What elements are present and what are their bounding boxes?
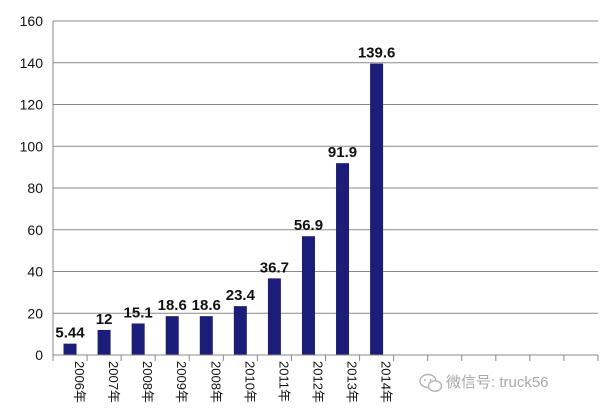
x-category-label: 2011年 (276, 361, 291, 402)
watermark: 微信号: truck56 (419, 373, 549, 392)
y-tick-label: 60 (27, 222, 43, 238)
x-category-label: 2010年 (242, 361, 257, 403)
data-label: 23.4 (226, 287, 256, 304)
data-label: 56.9 (294, 217, 323, 234)
data-label: 91.9 (328, 144, 357, 161)
bar (97, 329, 111, 355)
data-label: 15.1 (124, 304, 153, 321)
bar (233, 306, 247, 355)
data-label: 12 (96, 311, 113, 328)
data-label: 18.6 (158, 297, 187, 314)
watermark-text: 微信号: truck56 (446, 374, 549, 391)
x-category-label: 2007年 (106, 361, 121, 403)
bar (63, 343, 77, 355)
bar (165, 316, 179, 355)
y-axis-ticks: 0 20 40 60 80 100 120 140 160 (20, 13, 44, 363)
wechat-icon (419, 373, 443, 392)
data-label: 36.7 (260, 259, 289, 276)
x-category-label: 2012年 (310, 361, 325, 403)
bar (336, 163, 350, 355)
x-category-label: 2014年 (379, 361, 394, 403)
x-category-label: 2006年 (72, 361, 87, 403)
gridlines (53, 20, 598, 314)
y-tick-label: 0 (35, 347, 43, 363)
bar (301, 236, 315, 355)
data-label: 139.6 (358, 45, 396, 62)
data-label: 5.44 (55, 325, 85, 342)
y-tick-label: 120 (20, 97, 44, 113)
x-category-label: 2008年 (140, 361, 155, 403)
data-label: 18.6 (192, 297, 221, 314)
y-tick-label: 40 (27, 264, 43, 280)
y-tick-label: 160 (20, 13, 44, 29)
y-tick-label: 20 (27, 305, 43, 321)
bar (131, 323, 145, 355)
bar (370, 63, 384, 356)
data-labels: 5.44 12 15.1 18.6 18.6 23.436.7 56.9 91.9 139.6 (55, 45, 395, 342)
bar (199, 316, 213, 355)
y-tick-label: 100 (20, 138, 44, 154)
y-tick-label: 80 (27, 180, 43, 196)
x-category-label: 2013年 (345, 361, 360, 403)
bars (63, 63, 384, 356)
bar (267, 278, 281, 355)
x-category-label: 2009年 (174, 361, 189, 403)
x-category-label: 2008年 (208, 361, 223, 403)
y-tick-label: 140 (20, 55, 44, 71)
x-axis-categories: 2006年 2007年 2008年 2009年 2008年 2010年 2011年 2012年… (52, 355, 599, 403)
